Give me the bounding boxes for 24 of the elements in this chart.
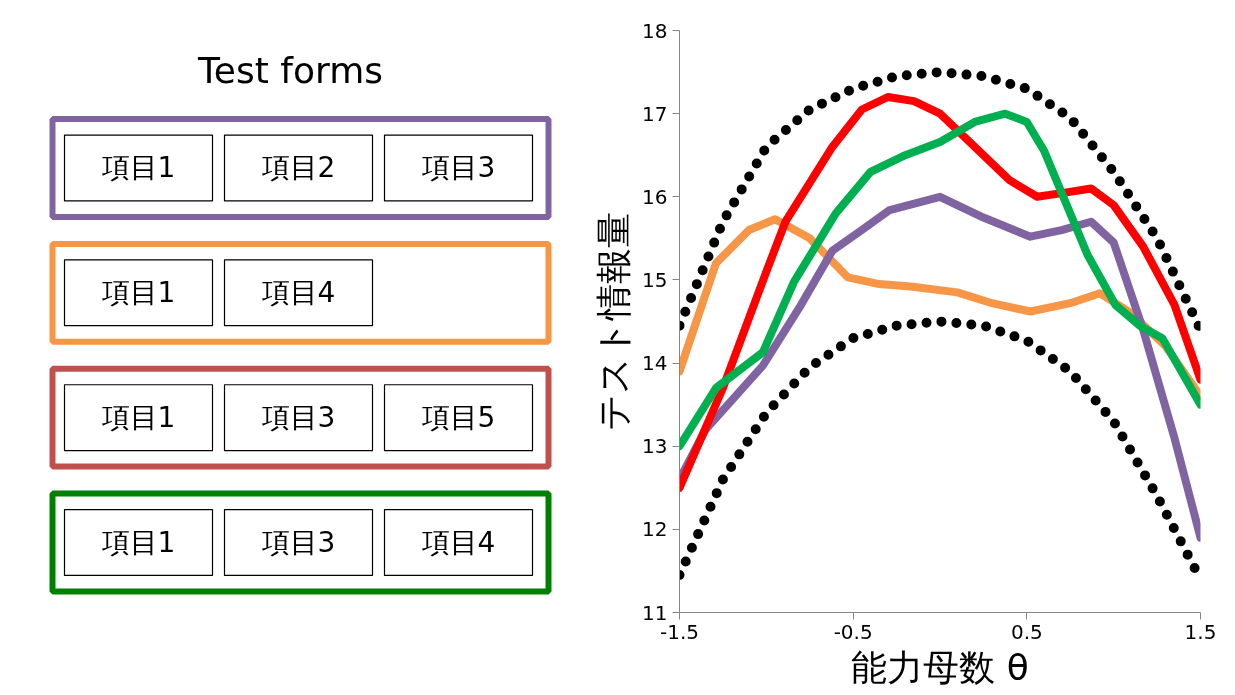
text: 項目3	[421, 151, 496, 185]
text: 項目1	[101, 151, 176, 185]
text: 項目1	[101, 401, 176, 435]
text: 項目5	[421, 401, 496, 435]
y-tick-label: 17	[642, 101, 668, 126]
text: 項目1	[101, 276, 176, 310]
y-tick-label: 16	[642, 184, 668, 209]
text: Test forms	[196, 50, 384, 92]
y-tick-label: 18	[642, 18, 668, 43]
text: 項目3	[261, 401, 336, 435]
x-axis-title: 能力母数 θ	[851, 646, 1029, 688]
x-tick-label: 1.5	[1184, 619, 1217, 644]
y-axis-title: テスト情報量	[593, 212, 635, 431]
text: 項目1	[101, 525, 176, 559]
y-tick-label: 12	[642, 517, 668, 542]
y-tick-label: 14	[642, 351, 668, 376]
y-tick-label: 13	[642, 434, 668, 459]
text: 項目4	[261, 276, 336, 310]
y-tick-label: 15	[642, 267, 668, 292]
x-tick-label: 0.5	[1010, 619, 1043, 644]
text: 項目2	[261, 151, 336, 185]
text: 項目4	[421, 525, 496, 559]
x-tick-label: -0.5	[833, 619, 873, 644]
text: 項目3	[261, 525, 336, 559]
